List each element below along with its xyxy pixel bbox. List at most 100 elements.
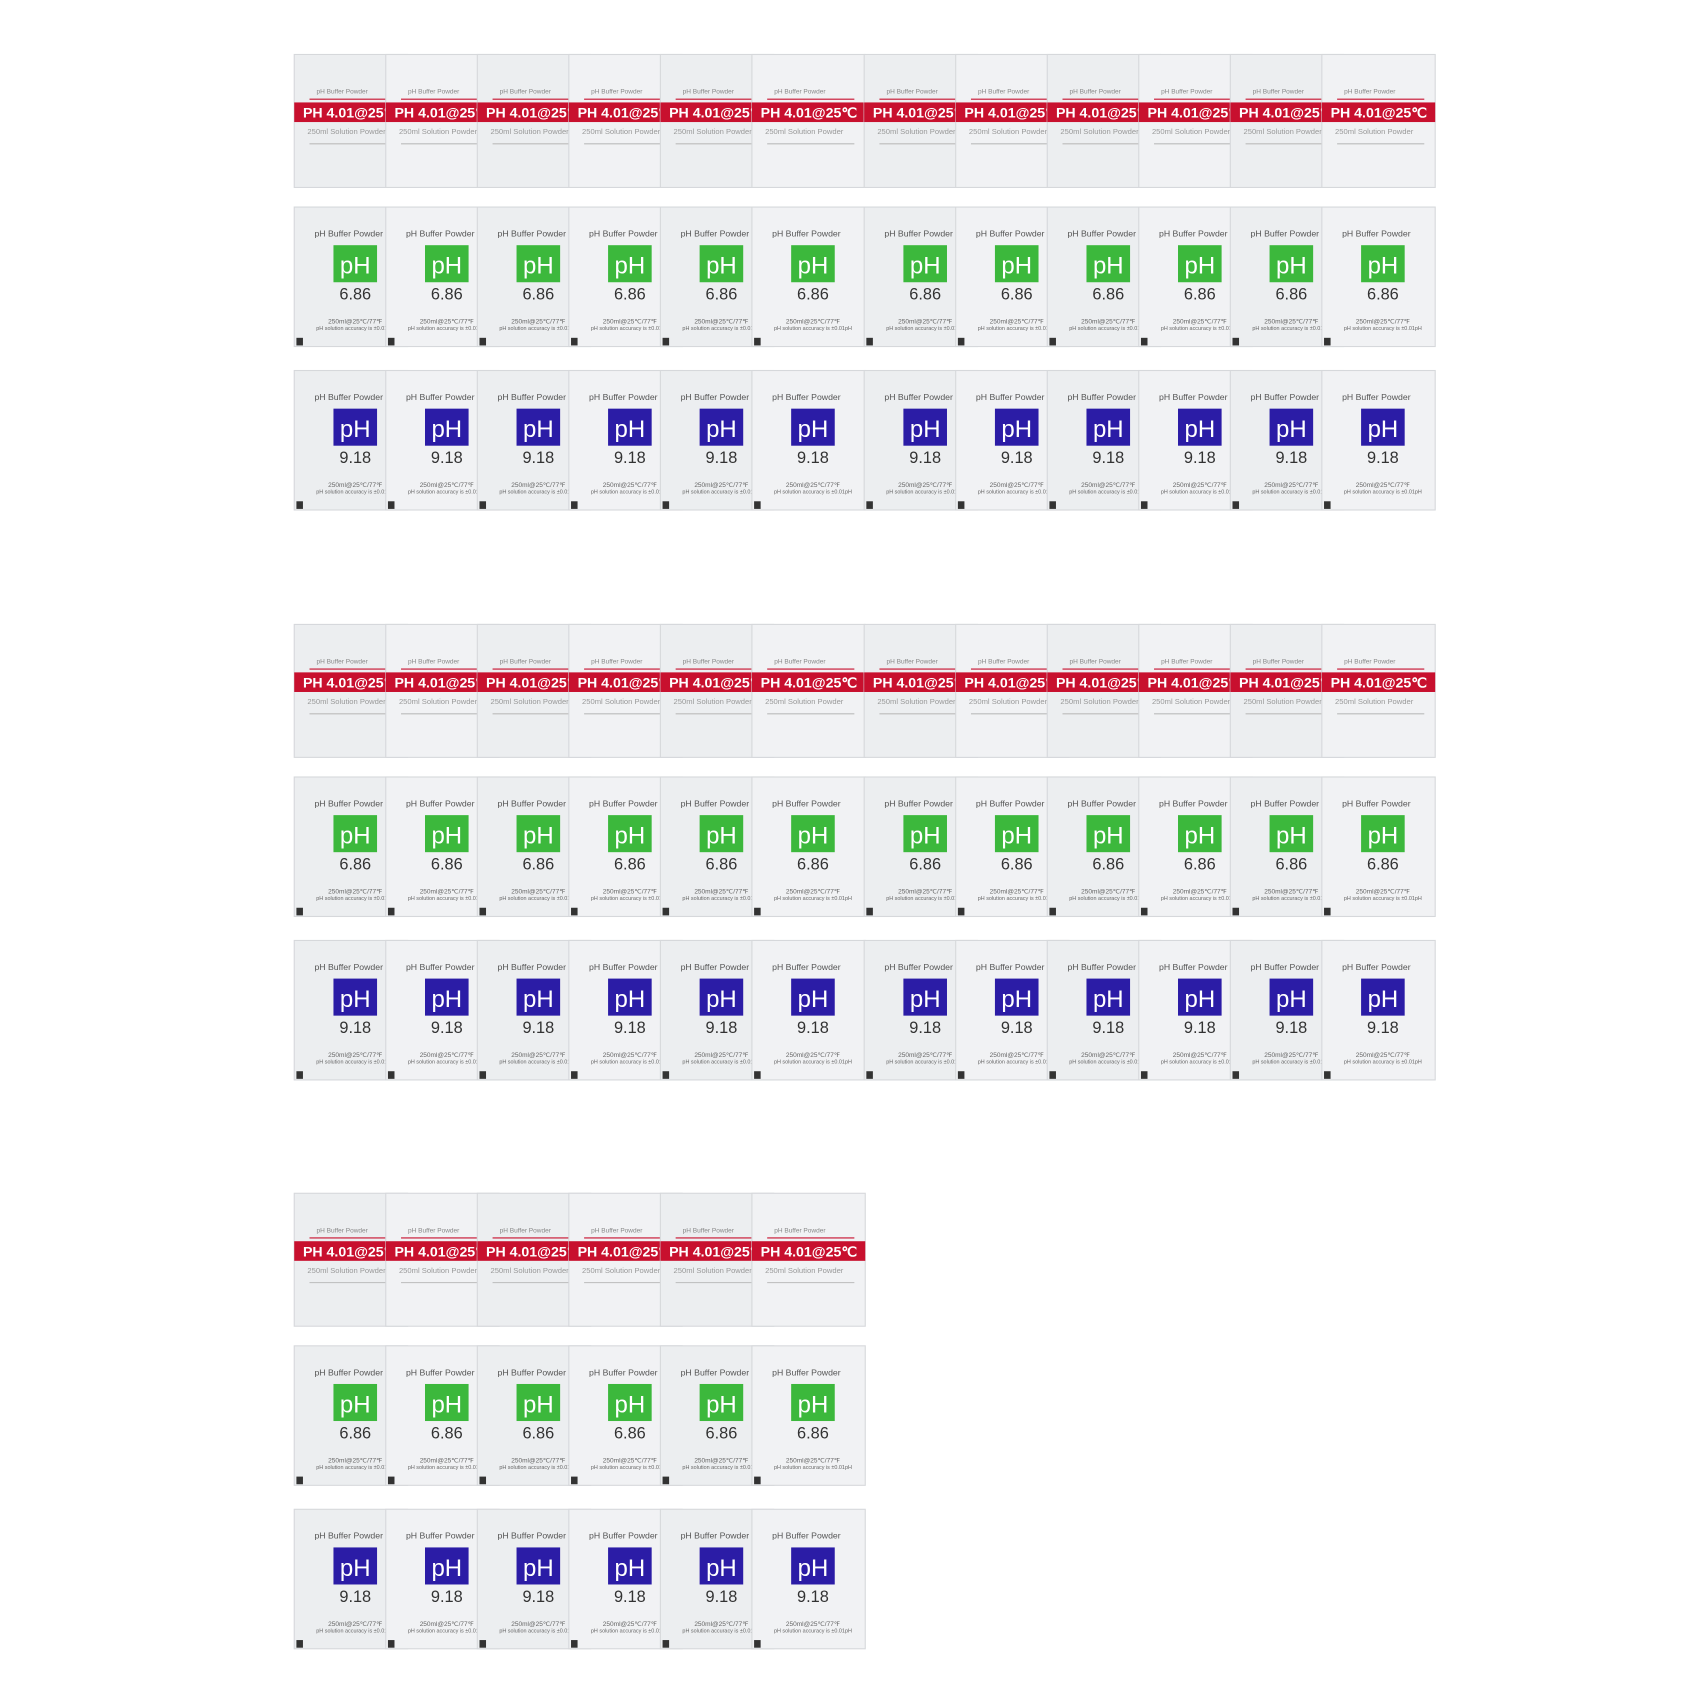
red-band [1047,672,1161,692]
packet-top-text: pH Buffer Powder [774,89,826,96]
packet-top-text: pH Buffer Powder [1251,392,1320,402]
packet-top-text: pH Buffer Powder [314,392,383,402]
band-text: PH 4.01@25℃ [669,106,766,122]
packet-top-text: pH Buffer Powder [1159,798,1228,808]
badge-text: pH [910,986,941,1013]
packet-sub-text: 250ml Solution Powder [1060,697,1139,706]
red-band [864,102,978,123]
ph-badge [791,1383,835,1422]
packet-note: 250ml@25℃/77℉ [511,1457,566,1464]
band-text: PH 4.01@25℃ [578,1244,675,1260]
ph-badge [516,1547,561,1585]
red-band [751,1241,866,1261]
ph-badge [1178,978,1222,1016]
ph-badge [1361,245,1405,283]
packet-top-text: pH Buffer Powder [406,1531,475,1541]
ph-value: 9.18 [431,1588,463,1606]
packet-top-text: pH Buffer Powder [884,228,953,238]
packet-accuracy: pH solution accuracy is ±0.01pH [591,1060,669,1066]
packet-top-text: pH Buffer Powder [408,89,460,96]
ph-badge [1178,245,1222,283]
band-text: PH 4.01@25℃ [303,106,400,122]
packet-top-text: pH Buffer Powder [589,962,658,972]
packet-sub-text: 250ml Solution Powder [399,127,478,136]
ph-value: 6.86 [431,856,463,874]
packet-accuracy: pH solution accuracy is ±0.01pH [682,490,760,496]
packet: pH Buffer Powder pH 9.18 250ml@25℃/77℉pH so… [751,369,866,511]
packet-note: 250ml@25℃/77℉ [1264,1052,1319,1059]
packet-accuracy: pH solution accuracy is ±0.01pH [499,1628,577,1634]
packet-top-text: pH Buffer Powder [1251,962,1320,972]
corner-mark [1232,337,1240,346]
packet: pH Buffer Powder PH 4.01@25℃ 250ml Solutio… [751,623,866,758]
packet-note: 250ml@25℃/77℉ [898,1052,953,1059]
packet-top-text: pH Buffer Powder [498,1531,567,1541]
packet-note: 250ml@25℃/77℉ [328,1621,383,1628]
ph-badge [791,1547,835,1585]
packet-top-text: pH Buffer Powder [1067,798,1136,808]
ph-value: 9.18 [522,1019,554,1037]
packet-note: 250ml@25℃/77℉ [1356,319,1411,326]
ph-value: 6.86 [1184,856,1216,874]
badge-text: pH [1276,253,1307,280]
badge-text: pH [1368,986,1399,1013]
badge-text: pH [706,1391,737,1418]
packet-top-text: pH Buffer Powder [772,228,841,238]
badge-text: pH [798,1555,829,1582]
badge-text: pH [1276,416,1307,443]
packet-accuracy: pH solution accuracy is ±0.01pH [499,326,577,332]
packet-top-text: pH Buffer Powder [408,659,460,666]
ph-value: 6.86 [614,286,646,304]
red-band [1138,102,1253,123]
packet: pH Buffer Powder pH 9.18 250ml@25℃/77℉pH so… [1321,939,1436,1081]
packet-set: pH Buffer Powder PH 4.01@25℃ 250ml Solutio… [863,53,1436,511]
packet-sub-text: 250ml Solution Powder [1335,697,1414,706]
ph-value: 9.18 [1184,449,1216,467]
ph-value: 9.18 [431,1019,463,1037]
badge-text: pH [615,986,646,1013]
packet-note: 250ml@25℃/77℉ [1081,482,1136,489]
corner-mark [754,501,761,509]
ph-value: 9.18 [797,1588,829,1606]
packet-top-text: pH Buffer Powder [500,1228,552,1235]
ph-value: 6.86 [1092,286,1124,304]
red-band [660,672,774,692]
packet: pH Buffer Powder pH 9.18 250ml@25℃/77℉pH so… [1321,369,1436,511]
packet-note: 250ml@25℃/77℉ [898,889,953,896]
red-band [1230,672,1344,692]
corner-mark [1324,1071,1331,1079]
ph-badge [608,1547,652,1585]
ph-badge [516,1383,561,1422]
packet-note: 250ml@25℃/77℉ [786,1621,841,1628]
corner-mark [296,1071,303,1079]
packet: pH Buffer Powder PH 4.01@25℃ 250ml Solutio… [1321,623,1436,758]
packet-note: 250ml@25℃/77℉ [1173,889,1228,896]
ph-badge [994,408,1039,446]
ph-value: 9.18 [1275,449,1307,467]
badge-text: pH [910,253,941,280]
packet-top-text: pH Buffer Powder [589,798,658,808]
corner-mark [1324,337,1331,346]
packet-top-text: pH Buffer Powder [681,962,750,972]
badge-text: pH [910,416,941,443]
packet-top-text: pH Buffer Powder [406,798,475,808]
red-band [864,672,978,692]
badge-text: pH [798,986,829,1013]
ph-badge [994,978,1039,1016]
red-band [568,672,683,692]
ph-value: 6.86 [706,1424,738,1442]
packet-top-text: pH Buffer Powder [884,798,953,808]
ph-value: 6.86 [1275,856,1307,874]
badge-text: pH [523,986,554,1013]
packet-note: 250ml@25℃/77℉ [1173,482,1228,489]
packet-set: pH Buffer Powder PH 4.01@25℃ 250ml Solutio… [293,53,866,511]
packet-top-text: pH Buffer Powder [314,1531,383,1541]
badge-text: pH [523,1555,554,1582]
ph-value: 6.86 [797,1424,829,1442]
ph-value: 6.86 [614,1424,646,1442]
badge-text: pH [706,986,737,1013]
packet-sub-text: 250ml Solution Powder [582,127,661,136]
packet-top-text: pH Buffer Powder [978,659,1030,666]
packet-accuracy: pH solution accuracy is ±0.01pH [1344,490,1422,496]
packet-accuracy: pH solution accuracy is ±0.01pH [682,1628,760,1634]
